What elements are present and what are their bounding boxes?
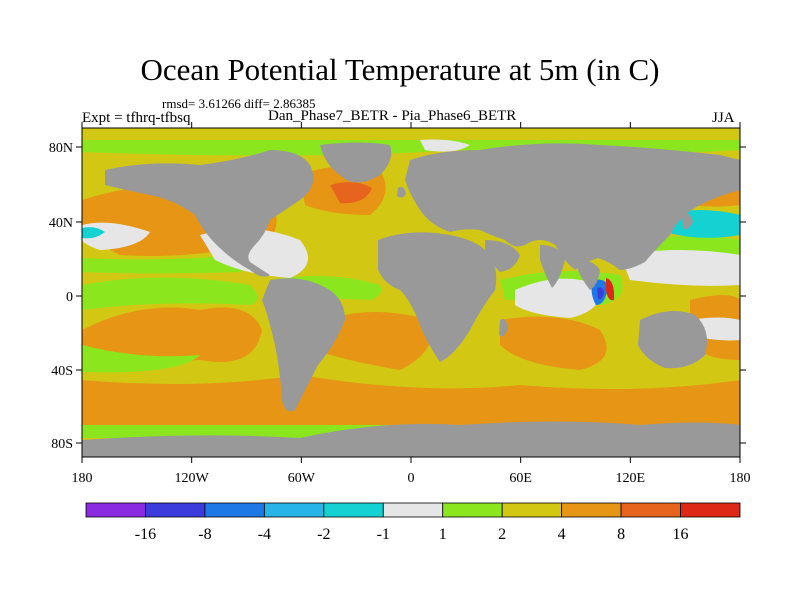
colorbar-swatch — [263, 502, 325, 518]
lat-tick-label: 40S — [51, 364, 73, 379]
lon-tick-label: 180 — [730, 471, 751, 486]
tropical-pacific-green-band — [82, 277, 258, 310]
africa-land — [378, 232, 497, 362]
arabia-land — [485, 240, 520, 272]
colorbar-label: 4 — [558, 526, 566, 543]
south-america-land — [262, 278, 345, 412]
colorbar-label: -16 — [135, 526, 156, 543]
indochina-land — [578, 261, 600, 290]
colorbar-label: 16 — [673, 526, 689, 543]
lon-tick-label: 60E — [509, 471, 532, 486]
greenland-land — [320, 142, 392, 183]
north-atlantic-red-patch — [330, 182, 372, 204]
colorbar-swatch — [145, 502, 206, 518]
lon-tick-label: 0 — [408, 471, 415, 486]
colorbar-swatch — [680, 502, 741, 518]
north-america-land — [105, 150, 314, 277]
japan-land — [682, 213, 693, 230]
australia-land — [638, 311, 708, 369]
antarctica-land — [82, 421, 740, 457]
colorbar-swatch — [561, 502, 622, 518]
colorbar-label: -4 — [258, 526, 271, 543]
lon-tick-label: 60W — [288, 471, 316, 486]
colorbar-swatch — [620, 502, 681, 518]
lon-tick-label: 180 — [72, 471, 93, 486]
colorbar-swatch — [323, 502, 384, 518]
indian-ocean-white-region — [515, 278, 601, 318]
lon-tick-label: 120E — [616, 471, 646, 486]
plot-title: Ocean Potential Temperature at 5m (in C) — [140, 52, 660, 87]
west-pacific-white-region — [620, 250, 740, 286]
north-pacific-green-band — [82, 255, 245, 274]
indonesia-red-patch — [606, 278, 615, 301]
lat-tick-label: 80N — [49, 141, 73, 156]
colorbar-label: 8 — [617, 526, 625, 543]
south-pacific-orange-region — [82, 307, 262, 362]
land-masses — [82, 142, 740, 457]
colorbar-swatch — [85, 502, 146, 518]
colorbar-swatch — [204, 502, 265, 518]
eurasia-land — [405, 143, 740, 270]
madagascar-land — [499, 319, 508, 337]
lon-tick-label: 120W — [175, 471, 210, 486]
colorbar — [85, 502, 741, 518]
indian-ocean-orange-region — [500, 316, 607, 370]
indonesia-dark-blue-patch — [597, 287, 604, 300]
south-pacific-green-region — [82, 345, 200, 373]
lat-tick-label: 0 — [66, 290, 73, 305]
case-comparison-label: Dan_Phase7_BETR - Pia_Phase6_BETR — [268, 108, 517, 124]
india-land — [540, 245, 565, 288]
colorbar-swatch — [382, 502, 444, 518]
season-label: JJA — [712, 110, 735, 126]
arctic-white-region — [420, 139, 470, 152]
latitude-axis: 80N 40N 0 40S 80S — [49, 141, 746, 452]
east-pacific-cyan-region — [82, 227, 105, 239]
colorbar-labels: -16 -8 -4 -2 -1 1 2 4 8 16 — [135, 526, 689, 543]
colorbar-label: -2 — [317, 526, 330, 543]
colorbar-label: -1 — [377, 526, 390, 543]
colorbar-swatch — [501, 502, 563, 518]
colorbar-label: -8 — [198, 526, 211, 543]
lat-tick-label: 40N — [49, 216, 73, 231]
longitude-axis: 180 120W 60W 0 60E 120E 180 — [72, 122, 751, 486]
uk-land — [397, 186, 406, 198]
colorbar-label: 2 — [498, 526, 506, 543]
experiment-label: Expt = tfhrq-tfbsq — [82, 110, 191, 126]
stats-label: rmsd= 3.61266 diff= 2.86385 — [162, 96, 316, 111]
colorbar-label: 1 — [439, 526, 447, 543]
map-field — [82, 128, 740, 457]
lat-tick-label: 80S — [51, 437, 73, 452]
southern-ocean-orange-band — [82, 375, 740, 425]
colorbar-swatch — [442, 502, 503, 518]
